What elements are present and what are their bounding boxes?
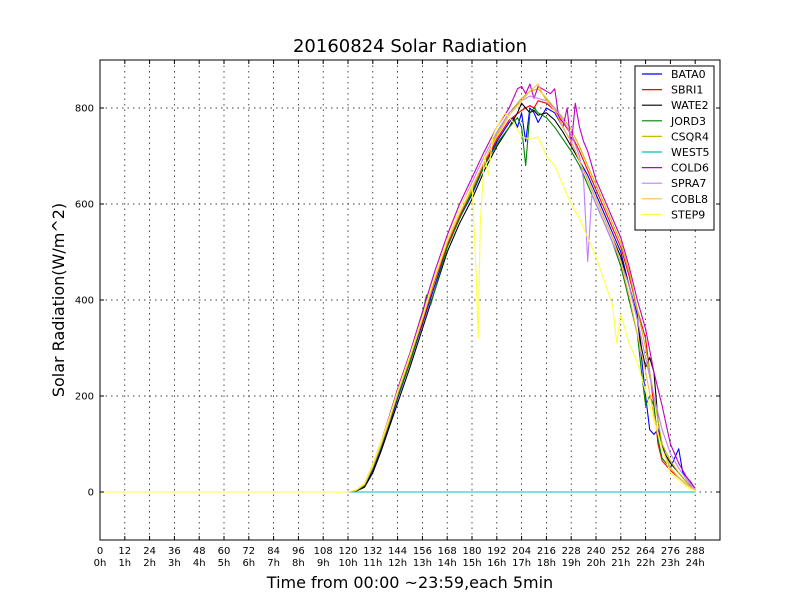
x-tick-sublabel: 11h [363,558,382,569]
x-tick-sublabel: 0h [94,558,107,569]
x-tick-sublabel: 1h [118,558,131,569]
plot-frame [99,59,721,541]
axis-ticks: 00h121h242h363h484h605h726h847h968h1089h… [75,60,720,569]
legend-label: WEST5 [671,146,710,159]
x-tick-label: 60 [218,546,231,557]
legend-label: STEP9 [671,208,705,221]
x-tick-label: 120 [338,546,357,557]
y-tick-label: 0 [88,488,94,499]
x-tick-sublabel: 3h [168,558,181,569]
series-line-cold6 [100,83,696,493]
x-tick-sublabel: 22h [636,558,655,569]
y-axis-label: Solar Radiation(W/m^2) [49,203,68,397]
grid [99,60,720,540]
x-tick-label: 216 [537,546,556,557]
legend-label: WATE2 [671,99,709,112]
x-tick-sublabel: 20h [586,558,605,569]
x-tick-label: 168 [438,546,457,557]
series-line-step9 [100,112,696,493]
x-tick-label: 264 [636,546,655,557]
x-tick-label: 132 [363,546,382,557]
x-tick-sublabel: 8h [292,558,305,569]
y-tick-label: 600 [75,200,94,211]
legend-label: CSQR4 [671,130,709,143]
x-tick-sublabel: 18h [537,558,556,569]
x-tick-label: 48 [193,546,206,557]
x-tick-label: 204 [512,546,531,557]
x-tick-sublabel: 15h [462,558,481,569]
x-tick-sublabel: 16h [487,558,506,569]
x-tick-label: 156 [413,546,432,557]
series-line-jord3 [100,107,696,493]
x-tick-sublabel: 17h [512,558,531,569]
legend-box [634,65,715,231]
x-tick-sublabel: 10h [338,558,357,569]
x-tick-sublabel: 13h [413,558,432,569]
legend-label: BATA0 [671,68,706,81]
series-line-spra7 [100,95,696,493]
x-tick-sublabel: 23h [661,558,680,569]
x-tick-label: 72 [242,546,255,557]
chart-title: 20160824 Solar Radiation [293,36,527,57]
series-line-cobl8 [100,83,696,493]
x-tick-sublabel: 14h [438,558,457,569]
x-tick-sublabel: 9h [317,558,330,569]
x-tick-label: 144 [388,546,407,557]
x-tick-label: 192 [487,546,506,557]
x-tick-label: 180 [462,546,481,557]
y-tick-label: 800 [75,104,94,115]
x-tick-sublabel: 5h [218,558,231,569]
x-tick-sublabel: 21h [611,558,630,569]
x-tick-sublabel: 12h [388,558,407,569]
x-tick-label: 276 [661,546,680,557]
x-tick-sublabel: 19h [562,558,581,569]
series-lines [100,83,696,493]
x-tick-label: 252 [611,546,630,557]
x-tick-sublabel: 24h [686,558,705,569]
x-tick-label: 84 [267,546,280,557]
legend-label: COLD6 [671,162,709,175]
x-tick-label: 24 [143,546,156,557]
x-tick-sublabel: 7h [267,558,280,569]
legend-label: SBRI1 [671,84,703,97]
legend: BATA0 SBRI1 WATE2 JORD3 CSQR4 WEST5 COLD6 SPRA7… [634,65,715,231]
y-tick-label: 400 [75,296,94,307]
legend-label: COBL8 [671,193,708,206]
y-tick-label: 200 [75,392,94,403]
legend-label: SPRA7 [671,177,706,190]
x-tick-label: 36 [168,546,181,557]
x-tick-sublabel: 2h [143,558,156,569]
legend-label: JORD3 [670,115,706,128]
x-tick-label: 96 [292,546,305,557]
x-tick-label: 240 [586,546,605,557]
x-tick-label: 288 [686,546,705,557]
x-axis-label: Time from 00:00 ~23:59,each 5min [266,573,553,592]
x-tick-label: 108 [314,546,333,557]
x-tick-sublabel: 4h [193,558,206,569]
x-tick-sublabel: 6h [242,558,255,569]
x-tick-label: 0 [97,546,103,557]
x-tick-label: 228 [562,546,581,557]
x-tick-label: 12 [118,546,131,557]
